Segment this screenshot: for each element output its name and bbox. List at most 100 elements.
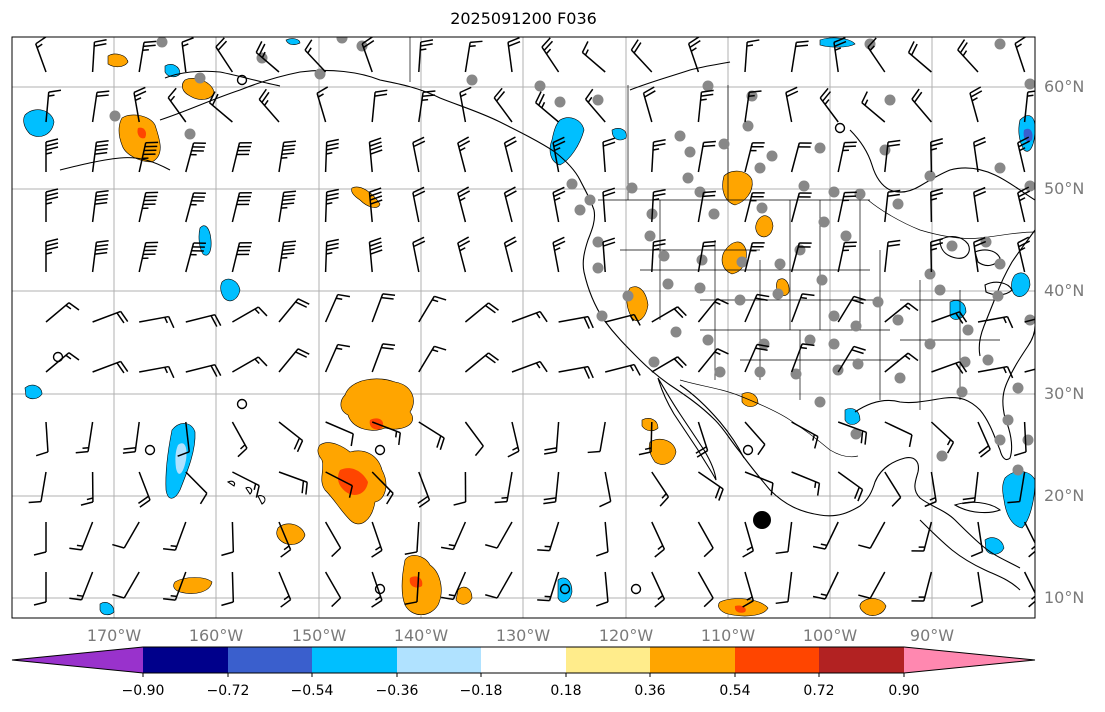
calm-wind-circle: [559, 583, 571, 595]
wind-barb: [45, 89, 62, 123]
wind-barb: [1024, 368, 1035, 373]
lon-label-120w: 120°W: [598, 626, 654, 645]
wind-barb: [552, 236, 566, 273]
wind-barb: [215, 37, 234, 73]
wind-barb: [278, 240, 297, 273]
wind-barb: [33, 522, 47, 556]
wind-barb: [651, 306, 687, 323]
negative-anomaly-area: [220, 278, 241, 302]
negative-anomaly-area: [984, 537, 1005, 555]
wind-barb: [697, 190, 716, 223]
station-marker: [194, 72, 206, 84]
wind-barb: [977, 421, 991, 458]
station-marker: [994, 258, 1006, 270]
wind-barb: [605, 363, 641, 376]
colorbar-segment: [228, 647, 312, 673]
wind-barb: [697, 298, 729, 323]
lat-label-10n: 10°N: [1044, 588, 1085, 607]
wind-barb: [163, 521, 187, 551]
wind-barb: [464, 352, 499, 373]
wind-barbs: [28, 37, 1035, 608]
wind-barb: [511, 360, 548, 373]
station-marker: [962, 324, 974, 336]
wind-barb: [638, 421, 653, 456]
wind-barb: [552, 186, 566, 223]
wind-barb: [791, 421, 819, 449]
wind-barb: [1007, 471, 1026, 504]
wind-barb: [122, 421, 140, 454]
negative-anomaly-area: [198, 225, 212, 256]
positive-anomaly-area: [859, 598, 887, 616]
wind-barb: [418, 421, 445, 450]
negative-anomaly-area: [844, 408, 861, 425]
station-marker: [818, 216, 830, 228]
wind-barb: [744, 39, 760, 73]
station-marker: [959, 356, 971, 368]
station-marker: [184, 128, 196, 140]
wind-barb: [185, 363, 222, 377]
station-marker: [1012, 464, 1024, 476]
wind-barb: [581, 41, 606, 73]
wind-barb: [371, 293, 396, 323]
wind-barb: [91, 140, 109, 173]
calm-wind-circle: [236, 74, 248, 86]
station-marker: [936, 450, 948, 462]
lon-label-110w: 110°W: [700, 626, 756, 645]
colorbar-segment: [819, 647, 904, 673]
station-marker: [804, 334, 816, 346]
lon-label-100w: 100°W: [802, 626, 858, 645]
colorbar-segment: [143, 647, 228, 673]
station-marker: [994, 434, 1006, 446]
wind-barb: [35, 37, 47, 73]
wind-barb: [221, 521, 235, 557]
center-marker: [753, 511, 771, 529]
wind-barb: [185, 242, 206, 273]
wind-barb: [931, 311, 968, 324]
station-marker: [828, 310, 840, 322]
wind-barb: [464, 40, 483, 73]
station-marker: [816, 274, 828, 286]
station-marker: [1024, 78, 1035, 90]
station-marker: [1022, 434, 1034, 446]
wind-barb: [790, 192, 812, 223]
station-marker: [554, 96, 566, 108]
wind-barb: [507, 37, 521, 73]
wind-barb: [970, 571, 984, 608]
wind-barb: [418, 90, 436, 123]
wind-barb: [837, 141, 857, 173]
negative-anomaly-area: [99, 602, 115, 616]
wind-barb: [511, 310, 548, 323]
wind-barb: [440, 571, 467, 601]
wind-barb: [596, 521, 609, 557]
station-marker: [670, 326, 682, 338]
wind-barb: [931, 361, 968, 374]
wind-barb: [858, 521, 886, 549]
wind-barb: [552, 136, 566, 173]
wind-barb: [1023, 521, 1035, 558]
station-markers: [109, 37, 1035, 476]
wind-barb: [75, 421, 94, 454]
station-marker: [662, 278, 674, 290]
station-marker: [924, 268, 936, 280]
wind-barb: [185, 142, 206, 173]
station-marker: [626, 182, 638, 194]
wind-barb: [138, 40, 157, 73]
colorbar-tick-label: −0.90: [121, 683, 165, 699]
wind-barb: [819, 87, 839, 123]
station-marker: [892, 314, 904, 326]
station-marker: [592, 94, 604, 106]
wind-barb: [695, 421, 709, 458]
station-marker: [790, 368, 802, 380]
wind-barb: [138, 141, 159, 173]
station-marker: [980, 236, 992, 248]
wind-barb: [1017, 236, 1031, 273]
wind-barb: [911, 521, 933, 552]
wind-barb: [602, 237, 616, 273]
positive-anomaly-area: [107, 53, 129, 68]
wind-barb: [139, 365, 175, 379]
wind-barb: [697, 89, 714, 123]
wind-barb: [790, 142, 812, 173]
wind-barb: [837, 471, 864, 502]
station-marker: [584, 194, 596, 206]
wind-barb: [324, 343, 351, 373]
